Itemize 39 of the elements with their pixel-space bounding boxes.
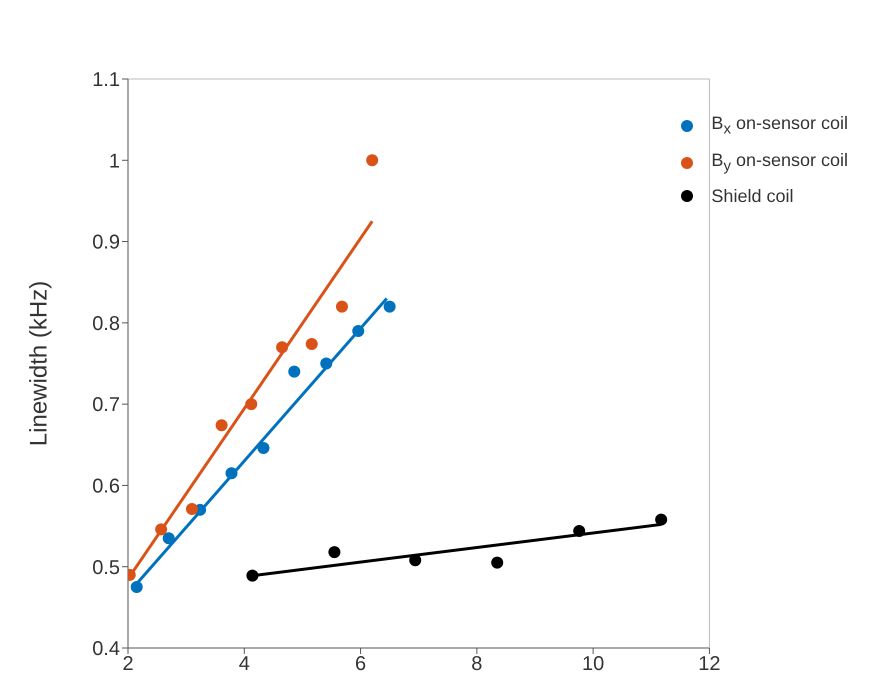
x-tick-label: 6 [355,653,366,676]
point [306,338,318,350]
point [216,419,228,432]
point [491,556,504,569]
point [366,154,378,166]
y-tick-label: 0.5 [92,556,120,579]
y-tick-label: 0.8 [92,312,120,335]
x-tick-label: 8 [471,653,482,676]
point [257,442,270,454]
point [352,324,364,337]
point [162,532,175,544]
y-tick-label: 1 [108,150,120,172]
point [155,523,168,536]
y-tick-label: 1.1 [92,69,120,92]
x-tick-label: 4 [238,653,250,676]
legend-label: B$_{y}$ on-sensor coil [711,148,848,176]
point [288,366,300,378]
point [246,570,258,582]
y-tick-label: 0.4 [92,638,120,660]
point [573,524,586,537]
point [320,358,332,370]
point [130,581,143,594]
point [245,398,258,410]
x-tick-label: 2 [122,653,134,676]
point [328,546,340,558]
x-tick-label: 12 [698,653,721,676]
point [186,503,198,515]
y-axis-title: Linewidth (kHz) [26,280,53,446]
y-tick-label: 0.6 [92,476,120,498]
point [336,300,348,313]
y-tick-label: 0.9 [92,232,120,254]
point [225,467,238,480]
point [276,341,288,354]
y-tick-label: 0.7 [92,394,120,416]
x-tick-label: 10 [582,653,604,676]
legend-label: B$_{x}$ on-sensor coil [711,112,848,140]
point [655,514,668,526]
legend-label: Shield coil [711,185,794,208]
point [384,300,396,313]
